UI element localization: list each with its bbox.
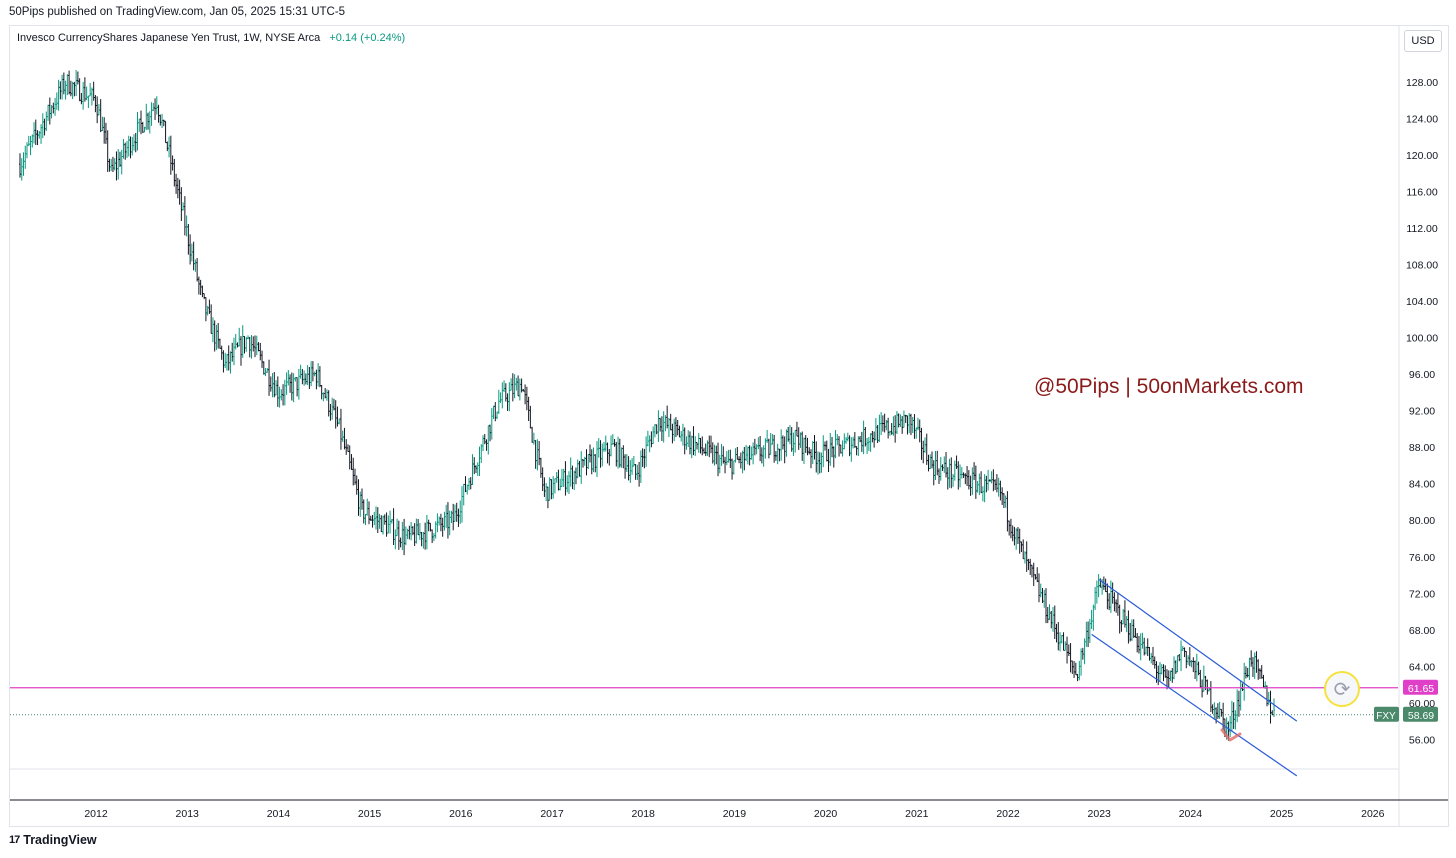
x-tick-label: 2021: [905, 808, 929, 820]
y-tick-label: 112.00: [1406, 223, 1437, 235]
drawing-overlays: 61.65 FXY 58.69: [10, 579, 1438, 777]
y-tick-label: 60.00: [1409, 698, 1435, 710]
refresh-icon[interactable]: ⟳: [1324, 671, 1360, 707]
y-tick-label: 84.00: [1409, 479, 1435, 491]
tradingview-logo[interactable]: 17 TradingView: [9, 833, 97, 847]
symbol-description: Invesco CurrencyShares Japanese Yen Trus…: [17, 32, 321, 44]
channel-lower-line: [1091, 633, 1298, 777]
symbol-tag: [1374, 706, 1399, 722]
channel-upper-line: [1098, 579, 1298, 722]
last-price-label: 58.69: [1408, 710, 1434, 722]
symbol-tag-label: FXY: [1376, 711, 1396, 722]
x-tick-label: 2019: [723, 808, 747, 820]
publisher-line: 50Pips published on TradingView.com, Jan…: [9, 6, 346, 18]
x-tick-label: 2018: [632, 808, 656, 820]
x-tick-label: 2024: [1179, 808, 1203, 820]
y-tick-label: 76.00: [1409, 552, 1435, 564]
x-tick-label: 2025: [1270, 808, 1294, 820]
x-tick-label: 2020: [814, 808, 838, 820]
price-change: +0.14 (+0.24%): [329, 32, 406, 44]
chart-frame: [9, 25, 1449, 827]
x-tick-label: 2016: [449, 808, 473, 820]
symbol-legend[interactable]: Invesco CurrencyShares Japanese Yen Trus…: [17, 32, 405, 44]
x-tick-label: 2022: [996, 808, 1020, 820]
y-tick-label: 108.00: [1406, 260, 1438, 272]
y-tick-label: 128.00: [1406, 77, 1438, 89]
y-tick-label: 104.00: [1406, 296, 1438, 308]
tradingview-mark-icon: 17: [9, 834, 20, 846]
tradingview-brand: TradingView: [23, 833, 97, 847]
y-tick-label: 88.00: [1409, 442, 1435, 454]
x-tick-label: 2026: [1361, 808, 1385, 820]
time-axis: 2012 2013 2014 2015 2016 2017 2018 2019 2020 2021…: [84, 808, 1384, 820]
y-tick-label: 100.00: [1406, 333, 1438, 345]
checkmark-icon: [1220, 728, 1242, 742]
horizontal-level-tag: [1403, 679, 1438, 695]
y-tick-label: 96.00: [1409, 369, 1435, 381]
y-tick-label: 92.00: [1409, 406, 1435, 418]
author-watermark: @50Pips | 50onMarkets.com: [1034, 375, 1304, 398]
x-tick-label: 2012: [84, 808, 108, 820]
y-tick-label: 56.00: [1409, 734, 1435, 746]
currency-button[interactable]: USD: [1404, 30, 1442, 52]
y-tick-label: 64.00: [1409, 661, 1435, 673]
horizontal-level-label: 61.65: [1408, 683, 1434, 695]
x-tick-label: 2023: [1088, 808, 1112, 820]
last-price-tag: [1403, 706, 1438, 722]
y-tick-label: 68.00: [1409, 625, 1435, 637]
price-axis: 128.00 124.00 120.00 116.00 112.00 108.00 104.…: [1406, 77, 1438, 746]
x-tick-label: 2013: [176, 808, 200, 820]
y-tick-label: 72.00: [1409, 588, 1435, 600]
y-tick-label: 120.00: [1406, 150, 1438, 162]
y-tick-label: 80.00: [1409, 515, 1435, 527]
y-tick-label: 116.00: [1406, 187, 1437, 199]
x-tick-label: 2014: [267, 808, 291, 820]
y-tick-label: 124.00: [1406, 114, 1438, 126]
x-tick-label: 2017: [540, 808, 564, 820]
candlestick-series: [19, 70, 1275, 741]
x-tick-label: 2015: [358, 808, 382, 820]
